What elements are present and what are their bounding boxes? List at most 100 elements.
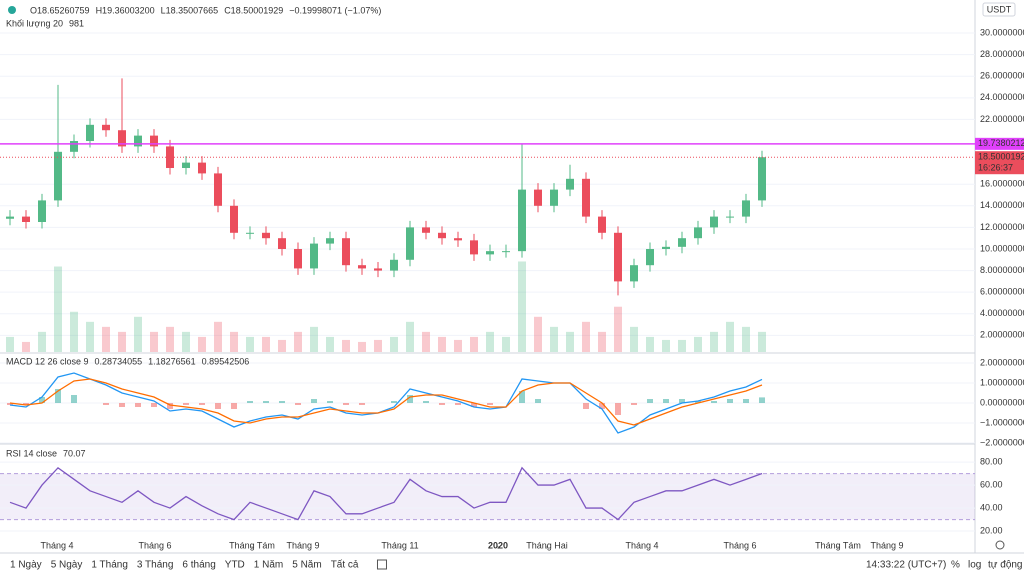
histogram-bar bbox=[679, 399, 685, 403]
histogram-bar bbox=[407, 395, 413, 403]
histogram-bar bbox=[39, 397, 45, 403]
volume-bar bbox=[598, 331, 606, 352]
ohlc-value: −0.19998071 (−1.07%) bbox=[289, 5, 381, 15]
histogram-bar bbox=[647, 399, 653, 403]
histogram-bar bbox=[119, 403, 125, 407]
range-button[interactable]: 5 Ngày bbox=[51, 560, 83, 571]
indicator-title: MACD 12 26 close 9 bbox=[6, 356, 89, 366]
auto-toggle[interactable]: tự động bbox=[988, 560, 1023, 571]
candle-body bbox=[518, 189, 526, 252]
calendar-icon[interactable] bbox=[376, 559, 387, 570]
y-tick-label: 8.00000000 bbox=[980, 265, 1024, 275]
histogram-bar bbox=[167, 403, 173, 409]
candle-body bbox=[182, 162, 190, 169]
volume-bar bbox=[54, 266, 62, 352]
volume-bar bbox=[70, 311, 78, 352]
histogram-bar bbox=[759, 397, 765, 403]
ohlc-value: C18.50001929 bbox=[224, 5, 283, 15]
histogram-bar bbox=[583, 403, 589, 409]
histogram-bar bbox=[615, 403, 621, 415]
volume-bar bbox=[502, 336, 510, 352]
settings-icon[interactable] bbox=[995, 540, 1005, 550]
volume-bar bbox=[662, 339, 670, 352]
range-button[interactable]: 5 Năm bbox=[292, 560, 321, 571]
volume-bar bbox=[534, 316, 542, 352]
candle-body bbox=[214, 173, 222, 206]
indicator-value: 1.18276561 bbox=[148, 356, 196, 366]
alert-tag bbox=[975, 137, 1024, 150]
volume-bar bbox=[582, 321, 590, 352]
x-tick-label: Tháng 11 bbox=[381, 540, 418, 550]
y-tick-label: −2.00000000 bbox=[980, 437, 1024, 447]
range-button[interactable]: 6 tháng bbox=[182, 560, 215, 571]
volume-bar bbox=[630, 326, 638, 352]
y-tick-label: 14.00000000 bbox=[980, 200, 1024, 210]
x-tick-label: Tháng 4 bbox=[40, 540, 73, 550]
clock: 14:33:22 (UTC+7) bbox=[866, 560, 946, 571]
indicator-line bbox=[9, 466, 763, 521]
indicator-title: RSI 14 close bbox=[6, 448, 57, 458]
volume-title: Khối lượng 20 bbox=[6, 18, 63, 28]
y-tick-label: 4.00000000 bbox=[980, 308, 1024, 318]
candle-body bbox=[454, 238, 462, 241]
candle-body bbox=[198, 162, 206, 174]
candle-body bbox=[326, 238, 334, 244]
x-tick-label: 2020 bbox=[488, 540, 508, 550]
volume-bar bbox=[198, 336, 206, 352]
range-button[interactable]: 3 Tháng bbox=[137, 560, 174, 571]
candle-body bbox=[598, 216, 606, 233]
volume-bar bbox=[214, 321, 222, 352]
range-button[interactable]: Tất cả bbox=[331, 559, 359, 571]
candle-body bbox=[150, 135, 158, 147]
candle-body bbox=[54, 151, 62, 201]
volume-bar bbox=[22, 341, 30, 352]
candle-body bbox=[230, 205, 238, 233]
candle-body bbox=[646, 248, 654, 266]
range-button[interactable]: 1 Ngày bbox=[10, 560, 42, 571]
histogram-bar bbox=[423, 401, 429, 403]
y-tick-label: 26.00000000 bbox=[980, 71, 1024, 81]
volume-bar bbox=[710, 331, 718, 352]
candle-body bbox=[470, 240, 478, 255]
volume-bar bbox=[742, 326, 750, 352]
histogram-bar bbox=[391, 401, 397, 403]
symbol-icon bbox=[8, 6, 16, 14]
percent-toggle[interactable]: % bbox=[951, 560, 960, 571]
volume-bar bbox=[230, 331, 238, 352]
y-tick-label: 10.00000000 bbox=[980, 243, 1024, 253]
candle-body bbox=[726, 216, 734, 218]
range-button[interactable]: 1 Năm bbox=[254, 560, 283, 571]
volume-bar bbox=[150, 331, 158, 352]
volume-bar bbox=[422, 331, 430, 352]
y-tick-label: 40.00 bbox=[980, 502, 1003, 512]
candle-body bbox=[694, 227, 702, 239]
range-button[interactable]: YTD bbox=[225, 560, 245, 571]
range-button[interactable]: 1 Tháng bbox=[91, 560, 128, 571]
histogram-bar bbox=[631, 403, 637, 405]
last-price: 18.50001929 bbox=[978, 152, 1024, 162]
currency-box bbox=[982, 2, 1016, 17]
histogram-bar bbox=[135, 403, 141, 407]
candle-body bbox=[438, 232, 446, 239]
histogram-bar bbox=[711, 401, 717, 403]
volume-bar bbox=[694, 336, 702, 352]
indicator-line bbox=[9, 372, 763, 434]
candle-body bbox=[86, 124, 94, 142]
histogram-bar bbox=[199, 403, 205, 405]
log-toggle[interactable]: log bbox=[968, 560, 981, 571]
candle-body bbox=[22, 216, 30, 222]
volume-bar bbox=[166, 326, 174, 352]
volume-bar bbox=[342, 339, 350, 352]
volume-bar bbox=[566, 331, 574, 352]
histogram-bar bbox=[343, 403, 349, 405]
last-price-tag bbox=[975, 151, 1024, 175]
candle-body bbox=[134, 135, 142, 147]
candle-body bbox=[358, 265, 366, 269]
x-tick-label: Tháng Hai bbox=[526, 540, 568, 550]
volume-bar bbox=[294, 331, 302, 352]
volume-bar bbox=[758, 331, 766, 352]
y-tick-label: 16.00000000 bbox=[980, 179, 1024, 189]
volume-bar bbox=[134, 316, 142, 352]
